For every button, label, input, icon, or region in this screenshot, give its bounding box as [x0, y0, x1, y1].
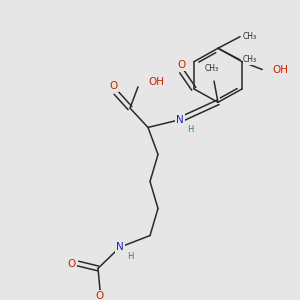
Text: CH₃: CH₃	[205, 64, 219, 74]
Text: O: O	[67, 259, 75, 269]
Text: N: N	[116, 242, 124, 252]
Text: O: O	[110, 81, 118, 91]
Text: CH₃: CH₃	[243, 56, 257, 64]
Text: OH: OH	[272, 64, 288, 74]
Text: O: O	[96, 291, 104, 300]
Text: H: H	[127, 252, 134, 261]
Text: H: H	[187, 125, 194, 134]
Text: O: O	[178, 60, 186, 70]
Text: CH₃: CH₃	[243, 32, 257, 41]
Text: OH: OH	[148, 77, 164, 87]
Text: N: N	[176, 115, 184, 125]
